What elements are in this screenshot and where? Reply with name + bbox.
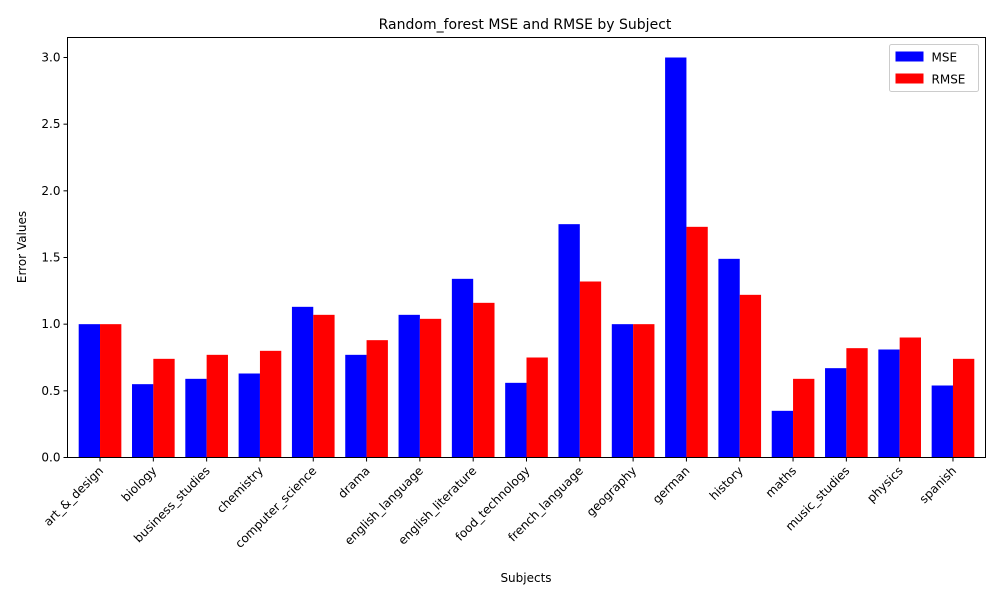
y-tick-label: 1.0 — [41, 317, 60, 331]
bar-rmse-biology — [153, 358, 175, 458]
bar-mse-music_studies — [825, 368, 847, 458]
y-axis-ticks: 0.0 0.5 1.0 1.5 2.0 2.5 3.0 — [41, 51, 68, 465]
bar-mse-chemistry — [238, 373, 260, 458]
bar-rmse-music_studies — [846, 348, 868, 458]
y-tick-label: 1.5 — [41, 251, 60, 265]
bar-rmse-spanish — [952, 358, 975, 458]
bar-mse-spanish — [931, 385, 953, 458]
bar-rmse-english_language — [419, 318, 442, 458]
bar-rmse-french_language — [579, 281, 602, 458]
bar-rmse-drama — [366, 340, 388, 458]
y-tick-label: 0.5 — [41, 384, 60, 398]
y-axis-label: Error Values — [15, 211, 29, 283]
legend-swatch-rmse — [895, 73, 924, 84]
bar-rmse-english_literature — [473, 302, 495, 458]
bar-rmse-food_technology — [526, 357, 548, 458]
bar-rmse-geography — [633, 324, 655, 458]
bar-mse-maths — [771, 410, 794, 458]
bar-rmse-business_studies — [206, 354, 228, 458]
legend-label-mse: MSE — [932, 51, 958, 65]
bar-rmse-physics — [899, 337, 921, 458]
bars-group — [78, 57, 975, 458]
y-tick-label: 0.0 — [41, 451, 60, 465]
bar-mse-computer_science — [291, 306, 314, 458]
bar-mse-physics — [878, 349, 900, 458]
bar-rmse-german — [686, 226, 708, 458]
bar-mse-french_language — [558, 224, 580, 458]
bar-mse-art_&_design — [78, 324, 101, 458]
bar-mse-german — [665, 57, 687, 458]
bar-rmse-chemistry — [259, 350, 282, 458]
bar-mse-biology — [132, 384, 154, 458]
bar-rmse-computer_science — [313, 314, 335, 458]
legend-label-rmse: RMSE — [932, 73, 966, 87]
bar-mse-geography — [611, 324, 634, 458]
bar-mse-english_literature — [451, 278, 474, 458]
x-axis-label: Subjects — [500, 571, 551, 585]
bar-mse-business_studies — [185, 378, 207, 458]
legend: MSE RMSE — [889, 44, 979, 92]
legend-swatch-mse — [895, 51, 924, 62]
bar-mse-history — [718, 258, 740, 458]
bar-rmse-history — [739, 294, 762, 458]
bar-rmse-art_&_design — [100, 324, 122, 458]
bar-mse-food_technology — [505, 382, 527, 458]
y-tick-label: 2.5 — [41, 117, 60, 131]
y-tick-label: 3.0 — [41, 51, 60, 65]
bar-rmse-maths — [793, 378, 815, 458]
y-tick-label: 2.0 — [41, 184, 60, 198]
plot-frame — [67, 37, 986, 458]
bar-mse-english_language — [398, 314, 420, 458]
bar-mse-drama — [345, 354, 367, 458]
chart-title: Random_forest MSE and RMSE by Subject — [379, 17, 672, 33]
